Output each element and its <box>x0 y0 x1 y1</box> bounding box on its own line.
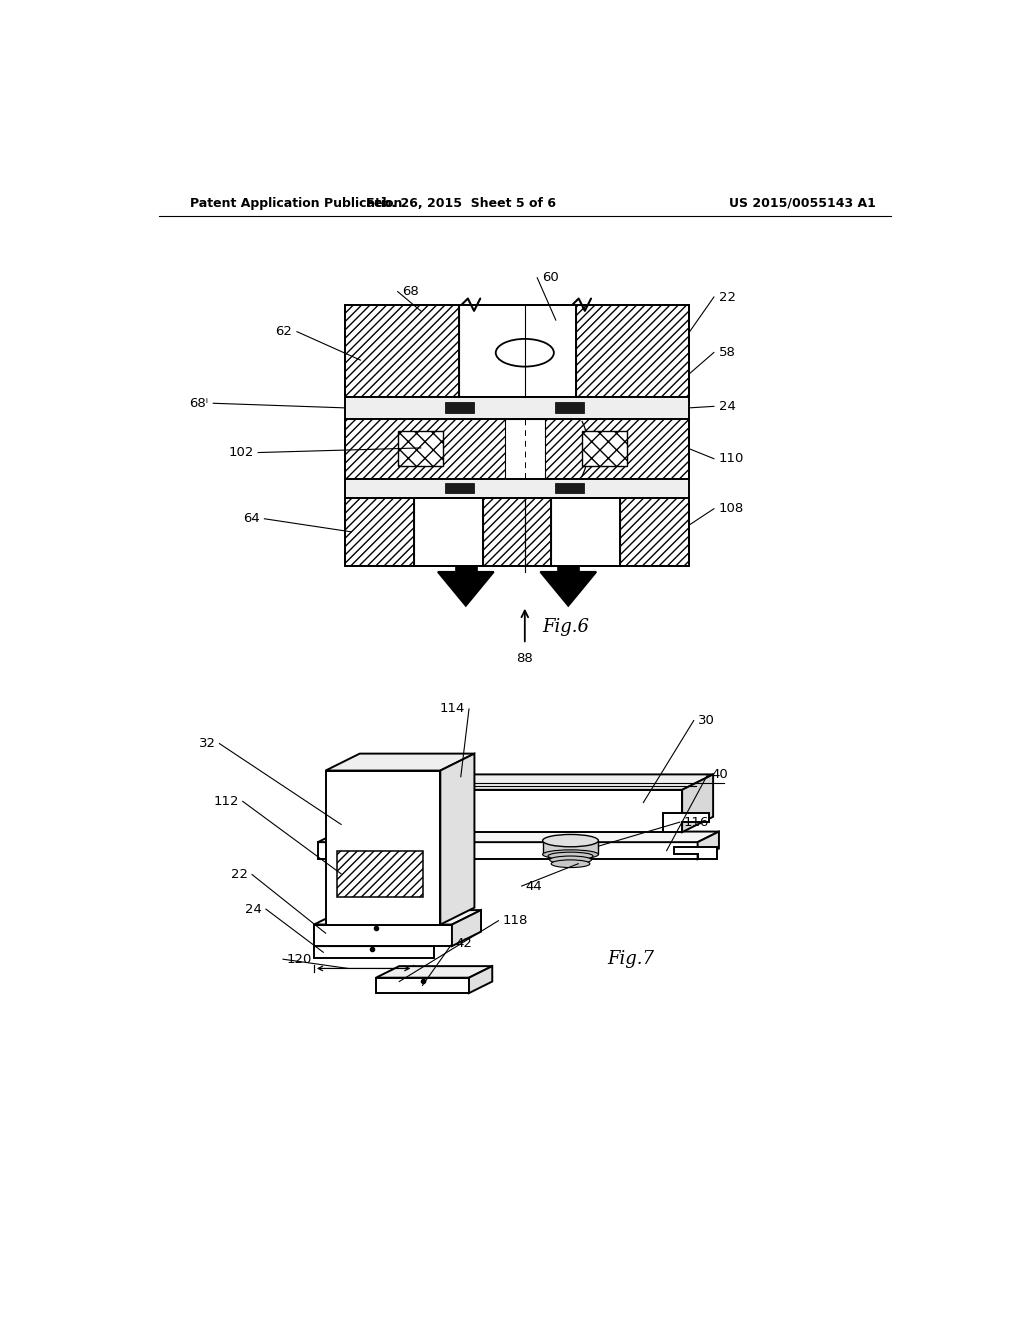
Polygon shape <box>326 771 440 924</box>
Bar <box>414 498 482 566</box>
Bar <box>575 305 689 397</box>
Text: 110: 110 <box>719 453 743 465</box>
Polygon shape <box>376 978 469 993</box>
Bar <box>345 397 689 418</box>
Text: 68: 68 <box>402 285 419 298</box>
Text: US 2015/0055143 A1: US 2015/0055143 A1 <box>729 197 876 210</box>
Text: 114: 114 <box>439 702 465 715</box>
Polygon shape <box>469 966 493 993</box>
Text: 44: 44 <box>525 879 543 892</box>
Bar <box>345 305 459 397</box>
Polygon shape <box>376 966 493 978</box>
Polygon shape <box>452 909 481 946</box>
Bar <box>398 430 443 466</box>
Text: 30: 30 <box>697 714 715 727</box>
Bar <box>345 479 689 498</box>
Text: 62: 62 <box>275 325 292 338</box>
Text: 68ⁱ: 68ⁱ <box>189 397 209 409</box>
Text: Patent Application Publication: Patent Application Publication <box>190 197 402 210</box>
Polygon shape <box>317 832 719 842</box>
Text: Fig.6: Fig.6 <box>542 618 589 636</box>
Text: Fig.7: Fig.7 <box>607 950 654 968</box>
Text: Feb. 26, 2015  Sheet 5 of 6: Feb. 26, 2015 Sheet 5 of 6 <box>367 197 556 210</box>
Ellipse shape <box>496 339 554 367</box>
Polygon shape <box>697 832 719 859</box>
Bar <box>345 498 689 566</box>
Bar <box>583 430 628 466</box>
Polygon shape <box>314 933 460 946</box>
Polygon shape <box>317 842 697 859</box>
Bar <box>552 498 621 566</box>
Polygon shape <box>440 754 474 924</box>
Polygon shape <box>314 946 434 958</box>
Polygon shape <box>541 572 596 606</box>
Text: 40: 40 <box>712 768 728 781</box>
Bar <box>482 498 552 566</box>
Bar <box>444 483 474 492</box>
Bar <box>444 403 474 413</box>
Text: 24: 24 <box>719 400 735 413</box>
Bar <box>345 498 414 566</box>
Text: 116: 116 <box>684 816 709 829</box>
Bar <box>459 305 575 397</box>
Polygon shape <box>682 775 713 832</box>
Text: 58: 58 <box>719 346 735 359</box>
Bar <box>555 483 585 492</box>
Text: 24: 24 <box>245 903 262 916</box>
Ellipse shape <box>543 850 598 859</box>
Text: 22: 22 <box>719 290 735 304</box>
Text: 22: 22 <box>231 869 248 880</box>
Ellipse shape <box>543 834 598 847</box>
Bar <box>555 403 585 413</box>
Text: 32: 32 <box>199 737 216 750</box>
Text: 118: 118 <box>503 915 527 927</box>
Ellipse shape <box>548 853 593 859</box>
Ellipse shape <box>550 855 592 863</box>
Polygon shape <box>326 754 474 771</box>
Bar <box>345 418 689 479</box>
Text: 108: 108 <box>719 502 743 515</box>
Polygon shape <box>314 924 452 946</box>
Bar <box>337 850 423 896</box>
Polygon shape <box>438 572 494 606</box>
Polygon shape <box>349 789 682 832</box>
Polygon shape <box>675 847 717 859</box>
Polygon shape <box>349 775 713 789</box>
Text: 120: 120 <box>287 953 312 966</box>
Bar <box>621 498 689 566</box>
Bar <box>455 566 477 572</box>
Bar <box>557 566 580 572</box>
Bar <box>345 418 689 479</box>
Ellipse shape <box>551 859 590 867</box>
Text: 88: 88 <box>516 652 534 665</box>
Bar <box>505 418 545 479</box>
Text: 112: 112 <box>213 795 239 808</box>
Text: 42: 42 <box>456 937 473 950</box>
Text: 60: 60 <box>542 271 559 284</box>
Polygon shape <box>663 813 710 832</box>
Bar <box>543 841 598 854</box>
Polygon shape <box>314 909 481 924</box>
Text: 64: 64 <box>243 512 260 525</box>
Bar <box>345 305 689 397</box>
Text: 102: 102 <box>228 446 254 459</box>
